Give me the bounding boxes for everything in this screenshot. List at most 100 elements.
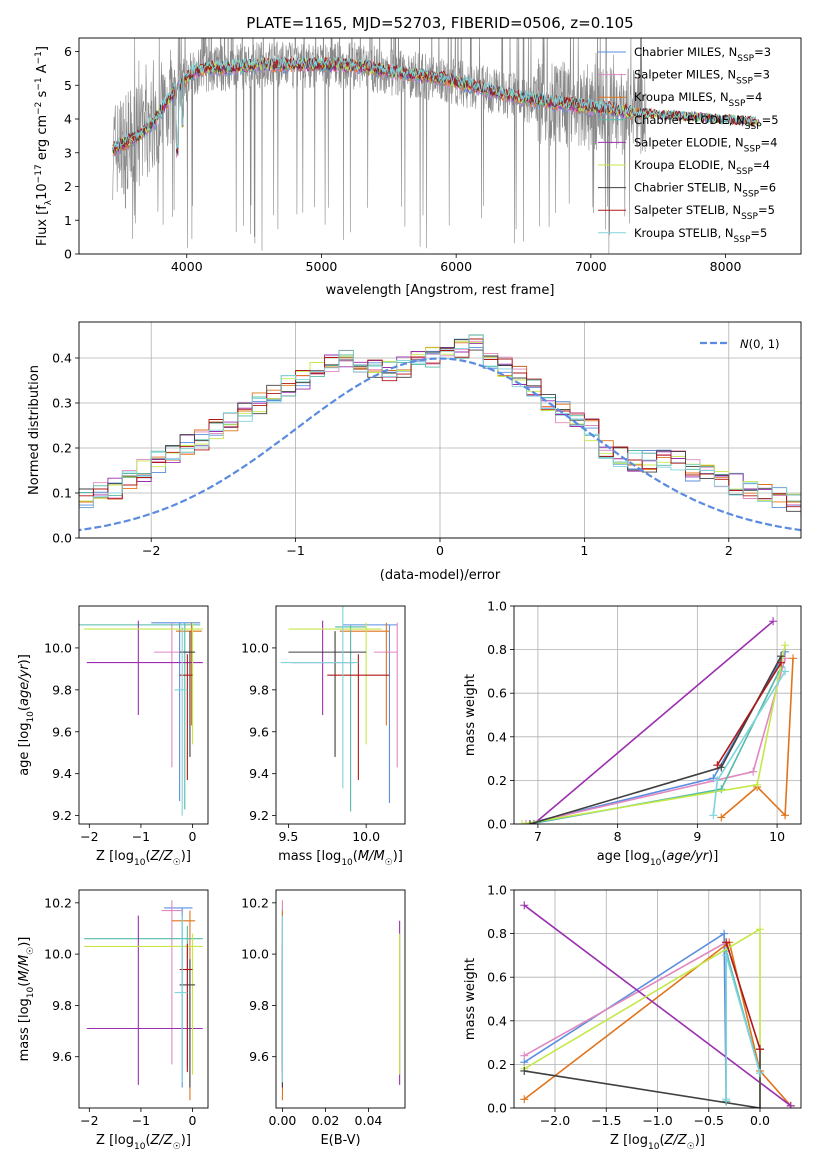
chart-ebv-mass: 0.00 0.02 0.04 9.6 9.8 10.0 10.2 [241,889,406,1128]
y-axis-label: mass weight [463,958,478,1040]
label-part: 10 [341,858,353,868]
label-part: =3 [754,45,771,59]
label-part: Chabrier STELIB, N [634,181,742,195]
weight-point-marker [520,1066,529,1075]
histogram-series [79,334,801,513]
axes-frame [513,889,802,1109]
weight-point-marker [717,785,726,794]
label-part: )] [393,849,403,864]
y-tick-label: 0.0 [487,1101,507,1116]
x-tick-label: −0.5 [694,1113,724,1128]
label-part: 10 [35,183,50,200]
weight-point-marker [717,813,726,822]
axes-frame [275,889,406,1109]
label-part: erg cm [35,115,50,164]
label-part: 10 [134,858,146,868]
x-tick-label: 2 [725,543,733,558]
weight-series-line [725,942,761,1050]
x-axis-label: E(B-V) [320,1133,360,1148]
label-part: SSP [741,212,758,222]
label-part: s [35,90,50,101]
y-tick-label: 0.0 [52,531,72,546]
plot-area [281,900,401,1101]
x-tick-label: 0.0 [750,1113,770,1128]
label-part: ( [145,849,150,864]
y-tick-label: 9.2 [52,808,72,823]
weight-point-marker [756,925,764,934]
y-tick-label: 9.4 [249,766,269,781]
weight-point-marker [709,811,718,820]
y-tick-label: 1.0 [487,883,507,898]
y-tick-label: 0.6 [487,970,507,985]
label-part: SSP [737,54,754,64]
x-tick-label: 7000 [575,259,607,274]
weight-point-marker [753,780,762,789]
label-part: Z [log [96,1133,134,1148]
y-axis-label: Flux [fλ10−17 erg cm−2 s−1 A−1] [34,46,54,246]
axes-frame [78,605,209,825]
label-part: ☉ [173,1142,181,1152]
x-tick-label: −2 [80,829,98,844]
x-tick-label: 6000 [440,259,472,274]
label-part: 10 [26,711,36,723]
label-part: ☉ [687,1142,695,1152]
axes-frame [78,37,802,255]
weight-point-marker [722,1095,731,1104]
y-tick-label: 9.8 [249,998,269,1013]
y-tick-label: 9.6 [52,1049,72,1064]
x-tick-label: −1.0 [642,1113,672,1128]
label-part: =4 [753,158,770,172]
label-part: SSP [736,167,753,177]
y-tick-label: 9.4 [52,766,72,781]
label-part: Salpeter STELIB, N [634,203,741,217]
weight-series-line [524,1049,761,1108]
label-part: Chabrier MILES, N [634,45,737,59]
weight-point-marker [781,667,790,676]
label-part: =6 [759,181,776,195]
weight-point-marker [722,938,731,947]
legend-label: Salpeter STELIB, NSSP=5 [634,203,775,222]
weight-point-marker [520,1051,529,1060]
weight-point-marker [777,658,786,667]
label-part: age/yr [17,663,32,706]
label-part: Flux [f [35,205,50,246]
weight-series-line [523,940,792,1107]
y-tick-label: 9.6 [249,724,269,739]
label-part: 10 [650,858,662,868]
legend: N(0, 1) [700,337,780,351]
chart-age-weight: 7 8 9 10 0.0 0.2 0.4 0.6 0.8 1.0 [487,599,802,844]
y-tick-label: 9.8 [52,682,72,697]
weight-point-marker [520,901,529,910]
y-tick-label: 4 [64,112,72,127]
y-tick-label: 9.2 [249,808,269,823]
label-part: age/yr [666,849,709,864]
weight-point-marker [517,820,526,824]
label-part: ☉ [173,858,181,868]
histogram-series [79,338,801,512]
y-tick-label: 5 [64,78,72,93]
weight-point-marker [769,617,778,626]
x-tick-label: 1 [580,543,588,558]
chart-z-mass: −2 −1 0 9.6 9.8 10.0 10.2 [44,889,209,1128]
label-part: −1 [34,51,44,64]
legend-label: Salpeter MILES, NSSP=3 [634,68,770,87]
legend-label: Kroupa ELODIE, NSSP=4 [634,158,770,177]
legend-label: Kroupa MILES, NSSP=4 [634,90,762,109]
x-tick-label: 0.04 [355,1113,383,1128]
label-part: )] [181,849,191,864]
y-tick-label: 0 [64,247,72,262]
weight-point-marker [713,761,722,770]
plot-area [517,617,798,824]
label-part: λ [44,199,54,205]
y-tick-label: 10.2 [44,895,72,910]
plot-area [79,334,801,532]
x-tick-label: 9 [693,829,701,844]
y-tick-label: 9.8 [52,998,72,1013]
label-part: M/M [358,849,385,864]
label-part: Salpeter ELODIE, N [634,135,744,149]
x-tick-label: 0.00 [269,1113,297,1128]
label-part: ( [17,982,32,987]
plot-area [112,38,760,254]
label-part: )] [181,1133,191,1148]
